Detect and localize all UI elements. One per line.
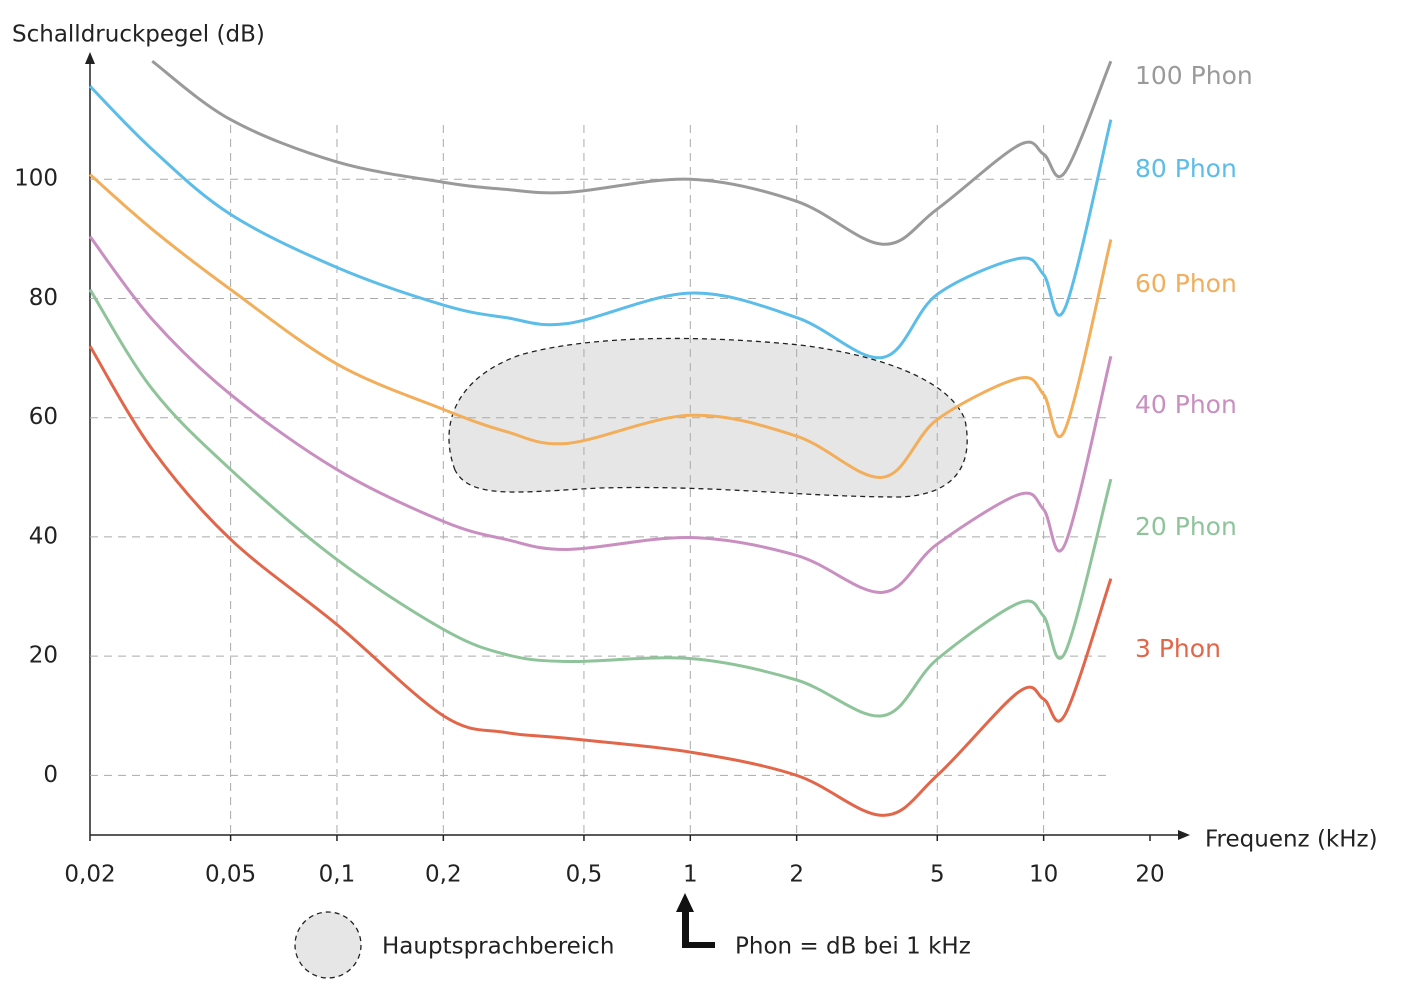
series-label: 60 Phon [1135, 269, 1237, 298]
y-tick-label: 20 [29, 643, 58, 669]
legend-region-swatch [294, 911, 362, 979]
y-tick-label: 0 [43, 762, 58, 788]
x-tick-label: 0,05 [205, 862, 256, 888]
y-tick-label: 60 [29, 404, 58, 430]
x-tick-label: 2 [789, 862, 804, 888]
curve [89, 173, 1113, 479]
legend-region-label: Hauptsprachbereich [382, 934, 614, 960]
series-label: 20 Phon [1135, 512, 1237, 541]
series-label: 100 Phon [1135, 61, 1253, 90]
curve [88, 235, 1113, 594]
reference-note: Phon = dB bei 1 kHz [735, 934, 971, 960]
x-tick-label: 0,5 [566, 862, 603, 888]
x-tick-label: 20 [1135, 862, 1164, 888]
x-tick-label: 0,02 [64, 862, 115, 888]
y-tick-label: 80 [29, 285, 58, 311]
reference-arrow [676, 893, 715, 948]
y-axis-arrow [85, 52, 95, 64]
series-label: 80 Phon [1135, 154, 1237, 183]
y-tick-label: 40 [29, 523, 58, 549]
x-tick-label: 0,1 [319, 862, 356, 888]
curve [151, 59, 1113, 246]
curve [88, 85, 1113, 360]
x-axis-label: Frequenz (kHz) [1205, 827, 1378, 853]
curve [88, 288, 1113, 718]
x-tick-label: 0,2 [425, 862, 462, 888]
x-axis-arrow [1178, 830, 1190, 840]
curve [88, 345, 1113, 817]
y-tick-label: 100 [14, 166, 58, 192]
x-tick-label: 5 [930, 862, 945, 888]
series-label: 40 Phon [1135, 390, 1237, 419]
x-tick-label: 10 [1029, 862, 1058, 888]
y-axis-label: Schalldruckpegel (dB) [12, 22, 265, 48]
x-tick-label: 1 [683, 862, 698, 888]
series-label: 3 Phon [1135, 634, 1221, 663]
